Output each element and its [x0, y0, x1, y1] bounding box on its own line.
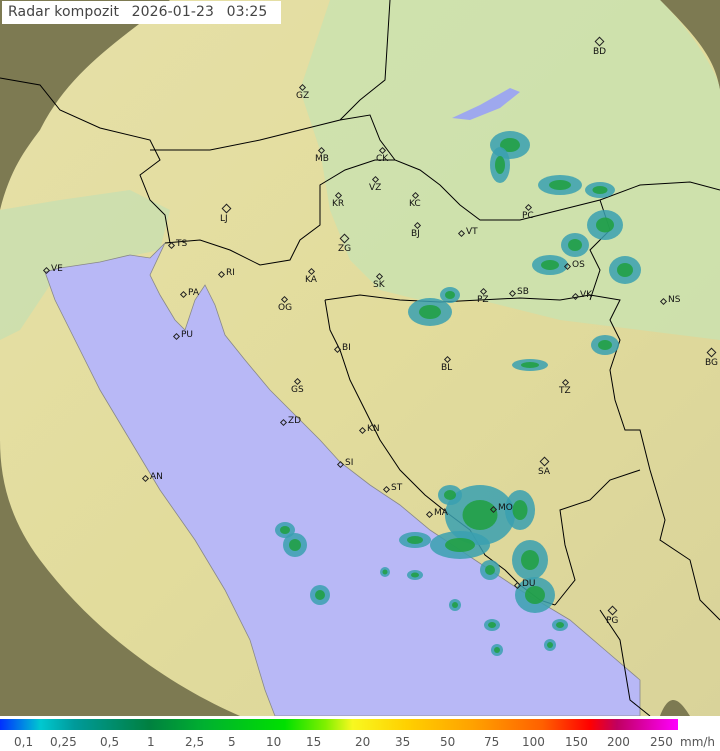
city-label: BJ: [411, 229, 420, 239]
radar-echo-core: [541, 260, 559, 270]
radar-echo-core: [289, 539, 301, 551]
country-borders: [0, 0, 720, 716]
legend-tick: 200: [607, 735, 630, 749]
radar-echo-core: [280, 526, 290, 534]
legend-tick: 0,5: [100, 735, 120, 749]
city-label: SA: [538, 467, 551, 477]
radar-map[interactable]: [0, 0, 720, 716]
city-label: VT: [466, 227, 478, 237]
city-label: MO: [498, 503, 513, 513]
radar-echo-core: [521, 362, 539, 368]
legend-tick: 0,1: [14, 735, 34, 749]
city-label: SK: [373, 280, 385, 290]
city-label: BG: [705, 358, 718, 368]
city-label: ZG: [338, 244, 352, 254]
city-label: MB: [315, 154, 329, 164]
city-label: KC: [409, 199, 421, 209]
legend-tick: 250: [650, 735, 673, 749]
city-label: LJ: [220, 214, 228, 224]
radar-echo-core: [596, 217, 614, 233]
radar-echo-core: [382, 569, 388, 575]
legend-tick: 5: [228, 735, 236, 749]
legend-labels: 0,1 0,25 0,5 1 2,5 5 10 15 20 35 50 75 100 150 200 250 m…: [0, 735, 720, 751]
radar-echo-core: [488, 622, 496, 628]
radar-echo-core: [598, 340, 612, 350]
city-label: GZ: [296, 91, 310, 101]
radar-echo-core: [315, 590, 325, 600]
city-label: KA: [305, 275, 317, 285]
city-label: GS: [291, 385, 304, 395]
city-label: OG: [278, 303, 293, 313]
legend-tick: 20: [355, 735, 371, 749]
city-label: VE: [51, 264, 63, 274]
city-label: KN: [367, 424, 380, 434]
precipitation-color-scale: [0, 719, 678, 730]
city-label: ST: [391, 483, 403, 493]
lake-balaton: [452, 88, 520, 120]
city-label: BL: [441, 363, 453, 373]
city-label: VZ: [369, 183, 382, 193]
title-time: 03:25: [226, 4, 268, 20]
city-label: SI: [345, 458, 354, 468]
radar-echo-core: [445, 538, 475, 552]
legend-tick: 35: [395, 735, 411, 749]
city-label: TS: [176, 239, 188, 249]
map-title: Radar kompozit 2026-01-23 03:25: [2, 1, 282, 24]
city-label: DU: [522, 579, 536, 589]
city-label: RI: [226, 268, 235, 278]
radar-echo-core: [444, 490, 456, 500]
radar-echo-core: [556, 622, 564, 628]
title-label: Radar kompozit: [8, 4, 120, 20]
city-label: PZ: [477, 295, 489, 305]
radar-echo-core: [462, 500, 498, 530]
legend-tick: 10: [266, 735, 282, 749]
legend-tick: 50: [440, 735, 456, 749]
city-label: BD: [593, 47, 607, 57]
legend-tick: 15: [306, 735, 322, 749]
radar-echo-core: [547, 642, 553, 648]
radar-echo-core: [521, 550, 539, 570]
radar-echoes: [275, 131, 641, 656]
city-label: OS: [572, 260, 585, 270]
legend-tick: 100: [522, 735, 545, 749]
city-label: AN: [150, 472, 163, 482]
legend-tick: 0,25: [50, 735, 77, 749]
radar-echo-core: [512, 500, 528, 520]
radar-echo-core: [407, 536, 423, 544]
radar-echo-core: [485, 565, 495, 575]
city-label: MA: [434, 508, 448, 518]
radar-echo-core: [549, 180, 571, 190]
radar-echo-core: [568, 239, 582, 251]
legend-tick: 2,5: [185, 735, 205, 749]
city-label: BI: [342, 343, 351, 353]
city-label: PG: [606, 616, 619, 626]
radar-echo-core: [445, 291, 455, 299]
city-label: PU: [181, 330, 194, 340]
city-label: NS: [668, 295, 681, 305]
city-label: VK: [580, 290, 593, 300]
radar-echo-core: [617, 263, 633, 277]
legend-unit: mm/h: [680, 735, 716, 749]
radar-echo-core: [495, 156, 505, 174]
radar-echo-core: [411, 572, 419, 578]
city-label: PC: [522, 211, 534, 221]
radar-echo-core: [419, 305, 441, 319]
legend-tick: 75: [484, 735, 500, 749]
radar-echo-core: [592, 186, 608, 194]
legend-tick: 1: [147, 735, 155, 749]
radar-echo-core: [494, 647, 500, 653]
city-label: PA: [188, 288, 200, 298]
lowland-plain: [300, 0, 720, 340]
city-label: CK: [376, 154, 389, 164]
legend-tick: 150: [565, 735, 588, 749]
city-label: SB: [517, 287, 529, 297]
radar-echo-core: [452, 602, 458, 608]
radar-echo-core: [525, 586, 545, 604]
city-label: TZ: [559, 386, 571, 396]
radar-echo-core: [500, 138, 520, 152]
city-label: KR: [332, 199, 345, 209]
title-date: 2026-01-23: [131, 4, 214, 20]
city-label: ZD: [288, 416, 302, 426]
